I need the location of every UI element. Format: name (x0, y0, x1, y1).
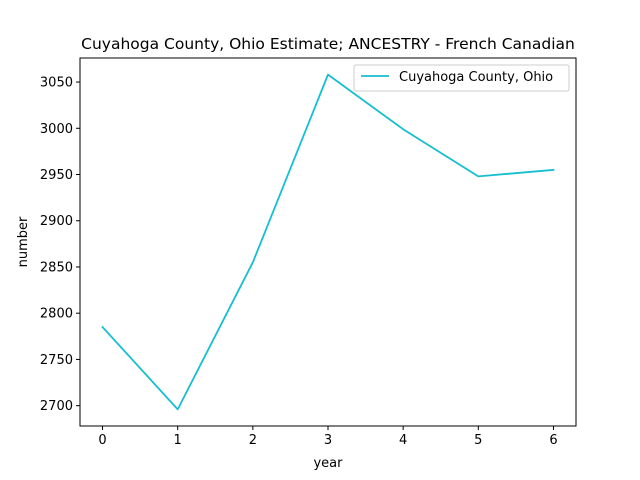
y-tick-label: 2950 (40, 168, 73, 183)
y-tick-label: 2700 (40, 399, 73, 414)
series-layer (101, 73, 555, 411)
y-tick-label: 2850 (40, 260, 73, 275)
series-line (101, 73, 555, 411)
y-axis-label: number (16, 216, 31, 267)
x-tick-label: 0 (98, 433, 106, 448)
x-tick-label: 4 (399, 433, 407, 448)
legend: Cuyahoga County, Ohio (353, 64, 570, 92)
y-tick-label: 2800 (40, 307, 73, 322)
y-tick-label: 2750 (40, 353, 73, 368)
y-tick-label: 2900 (40, 214, 73, 229)
x-axis-label: year (313, 456, 343, 471)
x-tick-label: 1 (174, 433, 182, 448)
x-tick-label: 5 (474, 433, 482, 448)
legend-label: Cuyahoga County, Ohio (399, 70, 553, 85)
x-tick-label: 2 (249, 433, 257, 448)
chart-title: Cuyahoga County, Ohio Estimate; ANCESTRY… (81, 35, 575, 53)
legend-box (353, 64, 570, 92)
y-tick-label: 3000 (40, 122, 73, 137)
y-tick-label: 3050 (40, 76, 73, 91)
x-tick-label: 3 (324, 433, 332, 448)
x-tick-label: 6 (549, 433, 557, 448)
y-axis: 2700 2750 2800 2850 2900 2950 3000 3050 (40, 76, 80, 414)
x-axis: 0 1 2 3 4 5 6 (98, 426, 558, 448)
